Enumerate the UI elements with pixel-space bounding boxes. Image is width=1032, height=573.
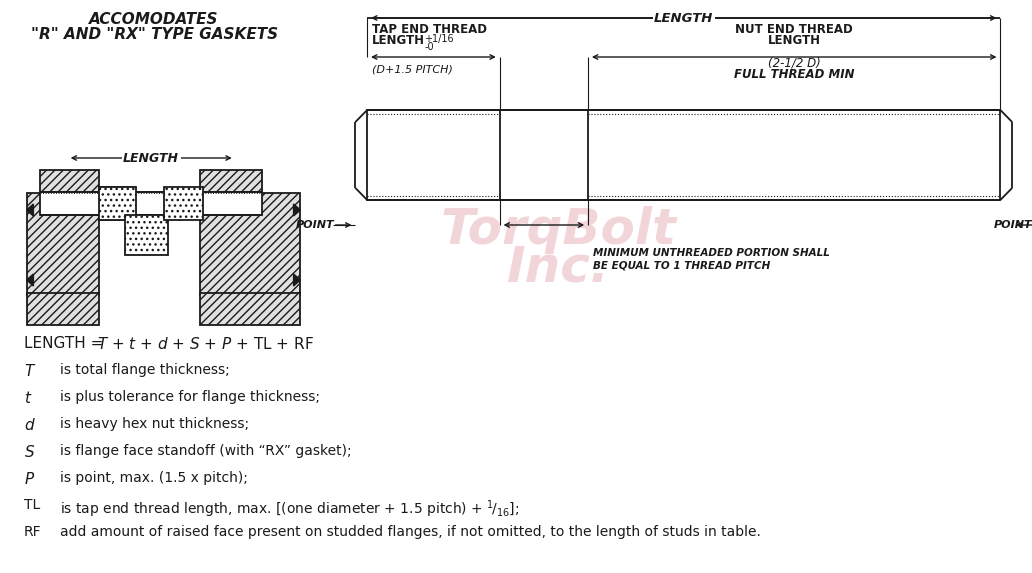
Polygon shape — [27, 204, 33, 216]
Text: LENGTH: LENGTH — [123, 151, 180, 164]
Bar — [125, 215, 168, 255]
Text: LENGTH: LENGTH — [654, 11, 713, 25]
Polygon shape — [27, 274, 33, 286]
Text: is plus tolerance for flange thickness;: is plus tolerance for flange thickness; — [60, 390, 320, 404]
Text: FULL THREAD MIN: FULL THREAD MIN — [734, 68, 854, 81]
Bar — [40, 170, 99, 195]
Text: NUT END THREAD: NUT END THREAD — [736, 23, 853, 36]
Text: +1/16: +1/16 — [424, 34, 454, 44]
Text: TorqBolt: TorqBolt — [441, 206, 677, 254]
Bar — [200, 170, 262, 195]
Text: $\mathit{S}$: $\mathit{S}$ — [24, 444, 35, 460]
Bar — [40, 192, 262, 215]
Text: LENGTH =: LENGTH = — [24, 336, 107, 351]
Text: LENGTH: LENGTH — [373, 34, 425, 47]
Text: "R" AND "RX" TYPE GASKETS: "R" AND "RX" TYPE GASKETS — [31, 27, 278, 42]
Text: ACCOMODATES: ACCOMODATES — [90, 12, 219, 27]
Text: $\mathit{d}$: $\mathit{d}$ — [24, 417, 35, 433]
Text: BE EQUAL TO 1 THREAD PITCH: BE EQUAL TO 1 THREAD PITCH — [593, 260, 770, 270]
Bar — [200, 193, 300, 295]
Text: (2-1/2 D): (2-1/2 D) — [768, 57, 820, 70]
Text: is total flange thickness;: is total flange thickness; — [60, 363, 230, 377]
Text: -0: -0 — [424, 42, 433, 52]
Text: is point, max. (1.5 x pitch);: is point, max. (1.5 x pitch); — [60, 471, 248, 485]
Text: POINT: POINT — [994, 220, 1032, 230]
Bar — [27, 193, 99, 295]
Text: RF: RF — [24, 525, 41, 539]
Text: is tap end thread length, max. [(one diameter + 1.5 pitch) + $^1\!/_{16}$];: is tap end thread length, max. [(one dia… — [60, 498, 519, 520]
Text: POINT: POINT — [296, 220, 334, 230]
Bar — [164, 187, 203, 220]
Text: MINIMUM UNTHREADED PORTION SHALL: MINIMUM UNTHREADED PORTION SHALL — [593, 248, 830, 258]
Text: Inc.: Inc. — [507, 244, 610, 292]
Text: TL: TL — [24, 498, 40, 512]
Text: $\mathit{P}$: $\mathit{P}$ — [24, 471, 35, 487]
Polygon shape — [293, 204, 300, 216]
Bar — [200, 293, 300, 325]
Text: LENGTH: LENGTH — [768, 34, 820, 47]
Text: (D+1.5 PITCH): (D+1.5 PITCH) — [373, 65, 453, 75]
Text: $\mathit{t}$: $\mathit{t}$ — [24, 390, 32, 406]
Text: $\mathit{T}$ + $\mathit{t}$ + $\mathit{d}$ + $\mathit{S}$ + $\mathit{P}$ + TL + : $\mathit{T}$ + $\mathit{t}$ + $\mathit{d… — [97, 336, 314, 352]
Text: $\mathit{T}$: $\mathit{T}$ — [24, 363, 36, 379]
Text: TAP END THREAD: TAP END THREAD — [373, 23, 487, 36]
Polygon shape — [293, 274, 300, 286]
Bar — [367, 110, 1000, 200]
Text: add amount of raised face present on studded flanges, if not omitted, to the len: add amount of raised face present on stu… — [60, 525, 761, 539]
Bar — [99, 187, 136, 220]
Bar — [27, 293, 99, 325]
Text: is heavy hex nut thickness;: is heavy hex nut thickness; — [60, 417, 249, 431]
Text: is flange face standoff (with “RX” gasket);: is flange face standoff (with “RX” gaske… — [60, 444, 352, 458]
